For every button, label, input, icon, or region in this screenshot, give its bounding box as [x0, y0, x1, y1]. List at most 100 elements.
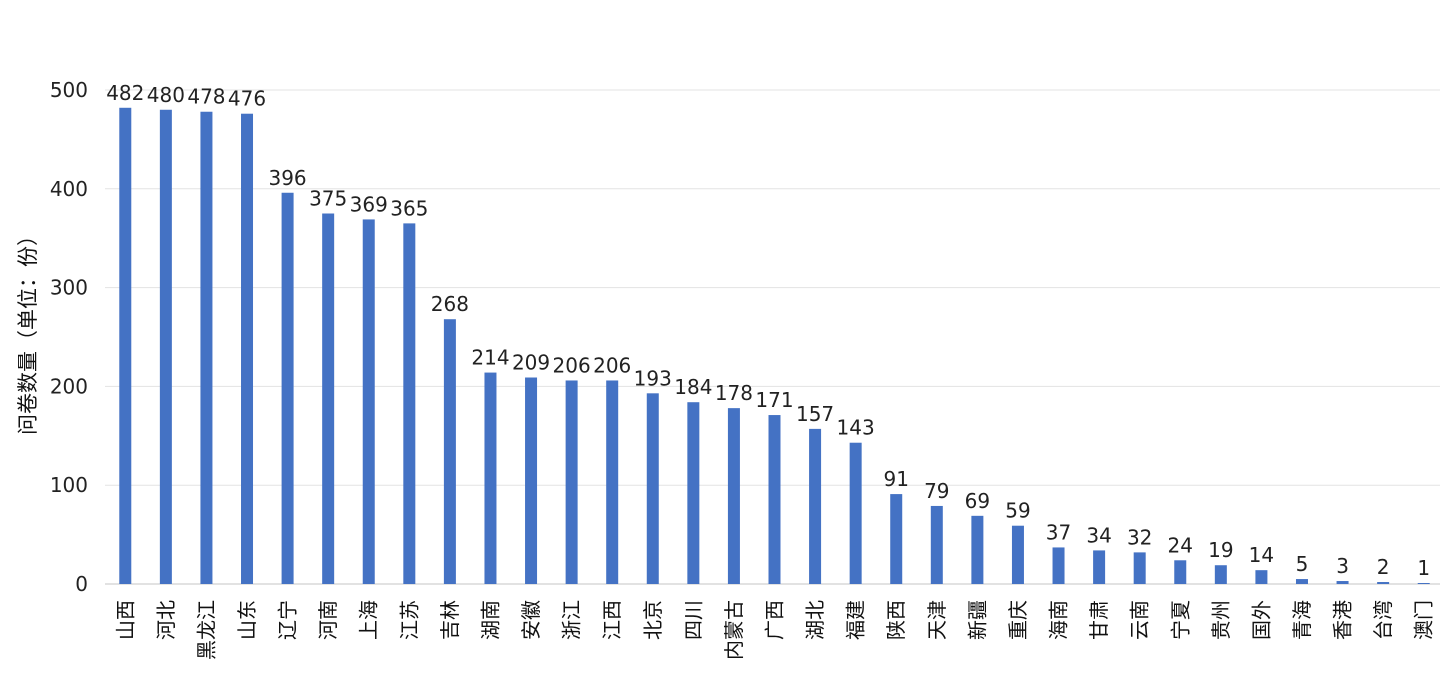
bar	[890, 494, 903, 584]
bar	[646, 393, 659, 584]
category-label: 宁夏	[1168, 600, 1192, 640]
data-label: 143	[837, 416, 875, 440]
bar	[1133, 552, 1146, 584]
data-label: 193	[634, 366, 672, 390]
data-label: 3	[1336, 554, 1349, 578]
data-label: 37	[1046, 520, 1071, 544]
category-label: 内蒙古	[722, 600, 746, 660]
bar	[687, 402, 700, 584]
data-label: 184	[674, 375, 712, 399]
data-label: 365	[390, 196, 428, 220]
category-label: 广西	[763, 600, 787, 640]
y-tick-label: 100	[50, 473, 88, 497]
data-label: 24	[1168, 533, 1193, 557]
data-label: 34	[1086, 523, 1111, 547]
data-label: 69	[965, 489, 990, 513]
category-label: 河北	[154, 600, 178, 640]
category-label: 浙江	[560, 600, 584, 640]
category-label: 安徽	[519, 600, 543, 640]
bar	[1377, 582, 1390, 584]
bar	[809, 428, 822, 584]
bar	[119, 107, 132, 584]
bar	[200, 111, 213, 585]
bar	[403, 223, 416, 584]
bar	[1093, 550, 1106, 584]
y-tick-label: 400	[50, 177, 88, 201]
category-label: 山西	[113, 600, 137, 640]
bar	[1417, 583, 1430, 584]
bar	[1214, 565, 1227, 584]
bar	[1174, 560, 1187, 584]
data-label: 206	[593, 353, 631, 377]
y-tick-label: 200	[50, 374, 88, 398]
category-label: 四川	[681, 600, 705, 640]
category-label: 上海	[357, 600, 381, 640]
bar	[484, 372, 497, 584]
data-label: 214	[471, 346, 509, 370]
category-label: 澳门	[1412, 600, 1436, 640]
bar	[727, 408, 740, 584]
data-label: 59	[1005, 499, 1030, 523]
y-axis-ticks: 0 100 200 300 400 500	[50, 78, 88, 596]
y-tick-label: 300	[50, 276, 88, 300]
category-label: 福建	[844, 600, 868, 640]
data-label: 32	[1127, 525, 1152, 549]
data-label: 91	[884, 467, 909, 491]
bar	[362, 219, 375, 585]
data-label: 14	[1249, 543, 1274, 567]
data-label: 178	[715, 381, 753, 405]
bar	[1295, 579, 1308, 584]
category-label: 黑龙江	[194, 600, 218, 660]
bar	[281, 192, 294, 584]
category-label: 香港	[1331, 600, 1355, 640]
data-label: 478	[187, 85, 225, 109]
bar	[1052, 547, 1065, 584]
category-label: 国外	[1249, 600, 1273, 640]
category-labels: 山西 河北 黑龙江 山东 辽宁 河南 上海 江苏 吉林 湖南 安徽 浙江 江西 北京 四川 内蒙古 广西 湖北 福建…	[113, 600, 1435, 660]
data-label: 480	[147, 83, 185, 107]
bar	[241, 113, 254, 584]
bar	[971, 515, 984, 584]
data-label: 2	[1377, 555, 1390, 579]
bar	[1011, 525, 1024, 584]
category-label: 重庆	[1006, 600, 1030, 640]
data-label: 268	[431, 292, 469, 316]
bar	[525, 377, 538, 584]
data-label: 209	[512, 351, 550, 375]
category-label: 吉林	[438, 600, 462, 640]
category-label: 台湾	[1371, 600, 1395, 640]
y-tick-label: 500	[50, 78, 88, 102]
bar	[606, 380, 619, 584]
category-label: 湖北	[803, 600, 827, 640]
data-label: 476	[228, 87, 266, 111]
category-label: 江西	[600, 600, 624, 640]
category-label: 海南	[1047, 600, 1071, 640]
bar	[159, 109, 172, 584]
y-tick-label: 0	[75, 572, 88, 596]
bar	[1255, 570, 1268, 584]
data-label: 482	[106, 81, 144, 105]
category-label: 江苏	[397, 600, 421, 640]
category-label: 甘肃	[1087, 600, 1111, 640]
data-label: 396	[268, 166, 306, 190]
category-label: 辽宁	[276, 600, 300, 640]
bar	[322, 213, 335, 584]
category-label: 天津	[925, 600, 949, 640]
bar	[930, 505, 943, 584]
category-label: 贵州	[1209, 600, 1233, 640]
category-label: 青海	[1290, 600, 1314, 640]
bar	[849, 442, 862, 584]
data-label: 1	[1417, 556, 1430, 580]
category-label: 新疆	[965, 600, 989, 640]
data-label: 206	[553, 353, 591, 377]
bar	[1336, 581, 1349, 584]
data-label: 157	[796, 402, 834, 426]
category-label: 河南	[316, 600, 340, 640]
data-label: 171	[755, 388, 793, 412]
category-label: 陕西	[884, 600, 908, 640]
data-label: 369	[350, 192, 388, 216]
bar	[768, 415, 781, 584]
